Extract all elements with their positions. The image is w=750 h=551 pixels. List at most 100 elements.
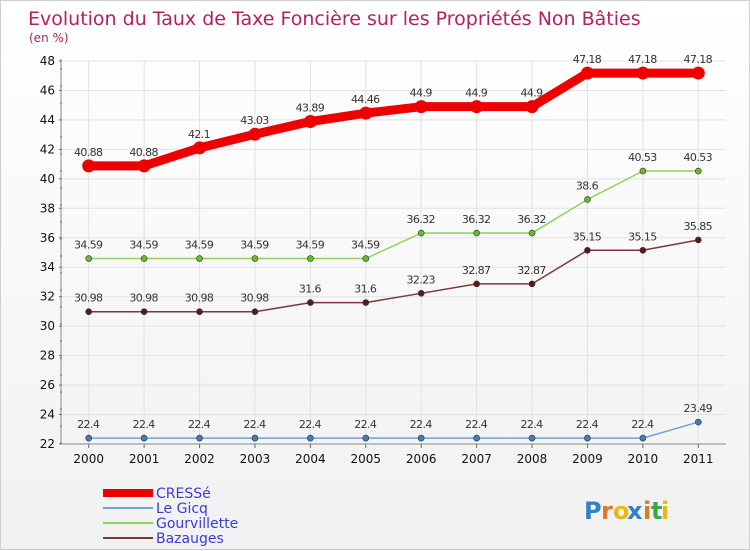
data-label-2: 40.53 bbox=[628, 151, 657, 164]
series-point-3 bbox=[694, 236, 702, 244]
series-point-1 bbox=[528, 434, 536, 442]
series-point-0 bbox=[248, 127, 262, 141]
x-tick-label: 2001 bbox=[129, 452, 160, 466]
data-label-2: 34.59 bbox=[296, 239, 325, 252]
series-point-0 bbox=[580, 66, 594, 80]
y-tick-label: 44 bbox=[40, 113, 55, 127]
series-point-3 bbox=[196, 308, 203, 316]
data-label-2: 36.32 bbox=[517, 213, 546, 226]
data-label-0: 40.88 bbox=[74, 146, 103, 159]
series-point-2 bbox=[639, 167, 647, 175]
logo-letter: P bbox=[584, 497, 602, 525]
x-tick-label: 2003 bbox=[240, 452, 271, 466]
series-point-2 bbox=[196, 255, 203, 262]
series-point-3 bbox=[584, 246, 591, 254]
y-tick-label: 32 bbox=[40, 290, 55, 304]
x-tick-label: 2010 bbox=[628, 452, 659, 466]
series-point-0 bbox=[193, 141, 207, 155]
data-label-1: 23.49 bbox=[684, 402, 713, 415]
data-label-3: 30.98 bbox=[129, 292, 158, 305]
series-point-3 bbox=[85, 308, 93, 316]
series-point-2 bbox=[473, 229, 480, 237]
legend-label-1: Le Gicq bbox=[156, 501, 208, 517]
series-point-2 bbox=[85, 255, 93, 262]
data-label-3: 35.15 bbox=[573, 230, 602, 243]
series-point-3 bbox=[473, 280, 480, 288]
y-tick-label: 38 bbox=[40, 201, 55, 215]
series-point-0 bbox=[82, 159, 96, 173]
data-label-2: 34.59 bbox=[74, 239, 103, 252]
x-tick-label: 2002 bbox=[184, 452, 215, 466]
data-label-0: 47.18 bbox=[573, 53, 602, 66]
series-point-3 bbox=[362, 299, 370, 306]
data-label-2: 34.59 bbox=[185, 239, 214, 252]
y-tick-label: 34 bbox=[40, 260, 55, 274]
series-point-1 bbox=[140, 434, 148, 442]
y-tick-label: 48 bbox=[40, 54, 55, 68]
x-tick-label: 2000 bbox=[73, 452, 104, 466]
series-point-2 bbox=[694, 167, 702, 175]
data-label-3: 30.98 bbox=[240, 292, 269, 305]
data-label-3: 31.6 bbox=[354, 283, 377, 296]
data-label-3: 35.85 bbox=[684, 220, 713, 233]
series-point-1 bbox=[694, 418, 702, 426]
x-tick-label: 2011 bbox=[683, 452, 714, 466]
x-tick-label: 2008 bbox=[517, 452, 548, 466]
series-line-1 bbox=[88, 421, 699, 439]
series-point-3 bbox=[307, 299, 314, 306]
y-tick-label: 40 bbox=[40, 172, 55, 186]
data-label-1: 22.4 bbox=[576, 418, 599, 431]
y-tick-label: 46 bbox=[40, 83, 55, 97]
y-tick-label: 36 bbox=[40, 231, 55, 245]
legend-label-0: CRESSé bbox=[156, 486, 211, 502]
data-label-2: 34.59 bbox=[129, 239, 158, 252]
series-point-3 bbox=[417, 290, 425, 297]
series-point-2 bbox=[307, 255, 314, 262]
series-point-1 bbox=[85, 434, 93, 442]
series-point-2 bbox=[584, 196, 591, 203]
series-point-1 bbox=[473, 434, 480, 442]
logo-letter: x bbox=[627, 497, 643, 525]
data-label-0: 43.89 bbox=[296, 102, 325, 115]
logo-letter: i bbox=[643, 497, 651, 525]
x-tick-label: 2006 bbox=[406, 452, 437, 466]
data-label-0: 44.9 bbox=[520, 87, 543, 100]
x-tick-label: 2007 bbox=[461, 452, 492, 466]
y-axis-ticks: 22 24 26 28 30 32 34 36 38 40 42 44 46 48 bbox=[40, 54, 55, 451]
data-label-2: 34.59 bbox=[240, 239, 269, 252]
series-point-1 bbox=[639, 434, 647, 442]
series-line-2 bbox=[88, 170, 699, 260]
logo-letter: o bbox=[613, 497, 630, 525]
series-point-0 bbox=[137, 159, 151, 173]
series-line-3 bbox=[88, 239, 699, 313]
logo-letter: r bbox=[601, 497, 613, 525]
chart-subtitle: (en %) bbox=[29, 31, 69, 45]
y-tick-label: 30 bbox=[40, 319, 55, 333]
data-label-2: 36.32 bbox=[462, 213, 491, 226]
series-point-3 bbox=[528, 280, 536, 288]
y-tick-label: 42 bbox=[40, 142, 55, 156]
data-label-0: 42.1 bbox=[188, 128, 210, 141]
x-axis-ticks: 2000 2001 2002 2003 2004 2005 2006 2007 2008 2009… bbox=[73, 452, 713, 466]
series-point-2 bbox=[140, 255, 148, 262]
data-label-3: 32.87 bbox=[462, 264, 491, 277]
series-point-1 bbox=[584, 434, 591, 442]
data-label-1: 22.4 bbox=[410, 418, 433, 431]
data-label-0: 43.03 bbox=[240, 114, 269, 127]
data-label-0: 44.46 bbox=[351, 93, 380, 106]
logo-letter: t bbox=[651, 497, 662, 525]
data-label-1: 22.4 bbox=[77, 418, 100, 431]
series-point-0 bbox=[470, 100, 484, 114]
series-point-0 bbox=[691, 66, 705, 80]
data-label-3: 30.98 bbox=[185, 292, 214, 305]
data-label-0: 44.9 bbox=[465, 87, 488, 100]
data-label-3: 32.23 bbox=[406, 273, 435, 286]
series-point-3 bbox=[639, 246, 647, 254]
series-point-1 bbox=[417, 434, 425, 442]
legend-label-2: Gourvillette bbox=[156, 516, 238, 532]
x-tick-label: 2009 bbox=[572, 452, 603, 466]
data-label-0: 47.18 bbox=[628, 53, 657, 66]
y-tick-label: 24 bbox=[40, 408, 55, 422]
